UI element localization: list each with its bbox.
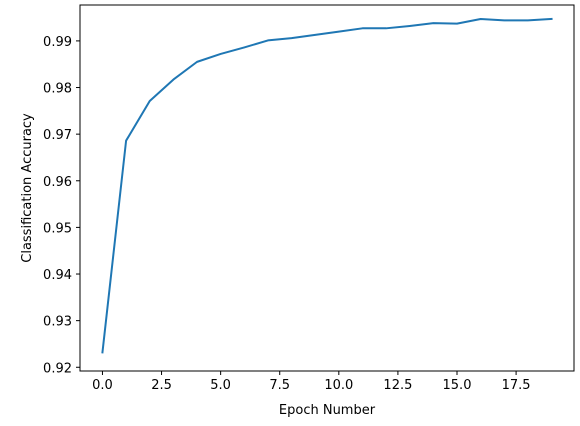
y-tick-label: 0.97 xyxy=(43,128,72,143)
y-tick-label: 0.93 xyxy=(43,315,72,330)
y-tick-label: 0.96 xyxy=(43,175,72,190)
y-axis-label: Classification Accuracy xyxy=(20,113,35,263)
x-tick-label: 2.5 xyxy=(151,378,172,393)
x-tick-label: 5.0 xyxy=(210,378,231,393)
x-tick-label: 17.5 xyxy=(502,378,531,393)
y-tick-label: 0.99 xyxy=(43,35,72,50)
x-tick-label: 12.5 xyxy=(383,378,412,393)
x-tick-label: 15.0 xyxy=(443,378,472,393)
x-axis-ticks: 0.0 2.5 5.0 7.5 10.0 12.5 15.0 17.5 xyxy=(92,371,531,393)
y-axis-ticks: 0.92 0.93 0.94 0.95 0.96 0.97 0.98 0.99 xyxy=(43,35,80,376)
y-tick-label: 0.92 xyxy=(43,361,72,376)
y-tick-label: 0.94 xyxy=(43,268,72,283)
plot-area-frame xyxy=(79,4,575,372)
x-axis-label: Epoch Number xyxy=(279,403,376,418)
series-layer xyxy=(101,17,553,354)
x-tick-label: 0.0 xyxy=(92,378,113,393)
y-tick-label: 0.95 xyxy=(43,221,72,236)
accuracy-series-line xyxy=(101,17,553,354)
x-tick-label: 10.0 xyxy=(324,378,353,393)
x-tick-label: 7.5 xyxy=(269,378,290,393)
y-tick-label: 0.98 xyxy=(43,82,72,97)
